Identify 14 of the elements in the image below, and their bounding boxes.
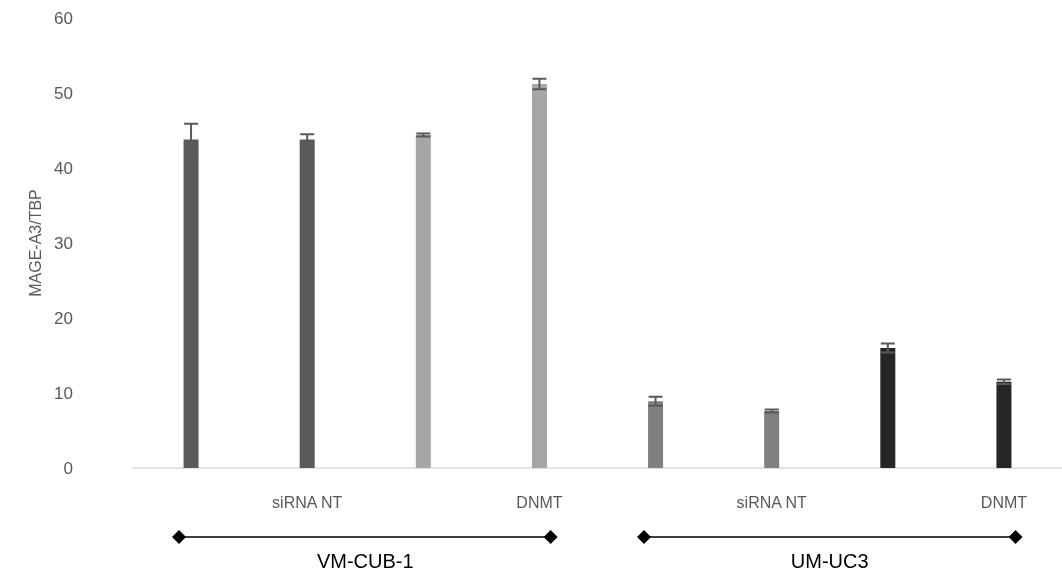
- x-tick-label: siRNA NT: [736, 493, 808, 511]
- x-tick-label: DNMT: [516, 493, 563, 511]
- x-tick-label: DNMT: [980, 493, 1028, 511]
- y-tick-label: 40: [54, 158, 73, 178]
- y-tick-label: 10: [54, 383, 73, 403]
- x-tick-label: siRNA NT: [272, 493, 343, 511]
- y-tick-label: 0: [63, 458, 73, 478]
- y-axis-title: MAGE-A3/TBP: [26, 189, 44, 297]
- y-tick-label: 30: [54, 233, 73, 253]
- y-tick-label: 60: [54, 8, 73, 28]
- text: UM-UC3: [789, 550, 870, 573]
- y-tick-label: 20: [54, 308, 73, 328]
- y-tick-label: 50: [54, 83, 73, 103]
- text: VM-CUB-1: [315, 550, 415, 573]
